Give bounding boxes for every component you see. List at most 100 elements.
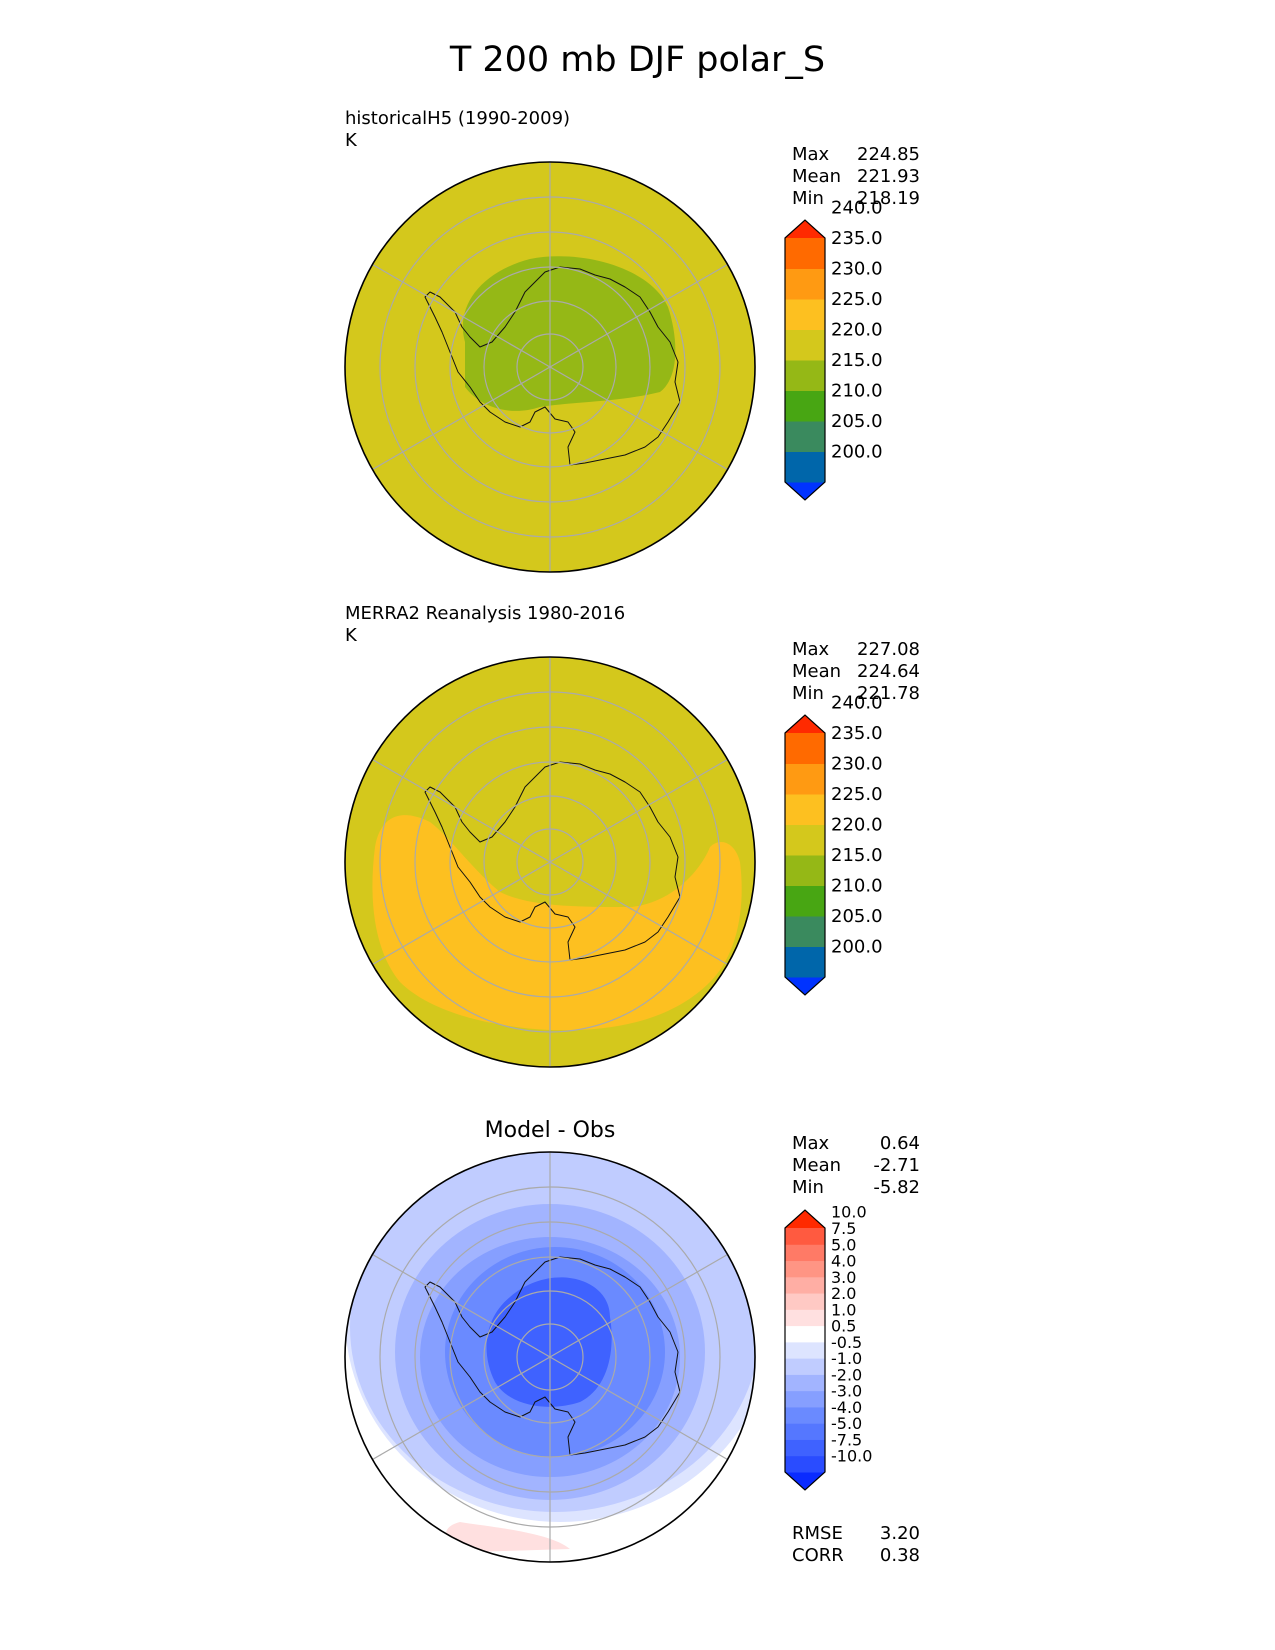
stat-label: Mean [792, 166, 842, 187]
colorbar-tick-label: 4.0 [831, 1252, 856, 1271]
lat-lon-grid [372, 162, 728, 572]
colorbar-segment [785, 763, 825, 795]
colorbar-tick-label: -2.0 [831, 1365, 862, 1384]
meridian-line [372, 1253, 551, 1358]
stat-label: Min [792, 1177, 824, 1198]
colorbar-segment [785, 733, 825, 764]
colorbar-segment [785, 1325, 825, 1343]
meridian-line [372, 758, 551, 863]
figure-title: T 200 mb DJF polar_S [449, 40, 826, 80]
panel1-case-name: historicalH5 (1990-2009) [345, 108, 571, 129]
colorbar-tick-label: 3.0 [831, 1268, 856, 1287]
colorbar-extend-max [785, 715, 825, 733]
colorbar-tick-label: 200.0 [831, 442, 883, 463]
stat-value: -2.71 [873, 1155, 920, 1176]
stat-label: Max [792, 1133, 830, 1154]
colorbar-segment [785, 1406, 825, 1424]
colorbar-tick-label: 205.0 [831, 411, 883, 432]
colorbar-tick-label: 10.0 [831, 1203, 867, 1222]
colorbar-tick-label: 7.5 [831, 1219, 856, 1238]
colorbar-segment [785, 946, 825, 978]
colorbar-tick-label: 2.0 [831, 1284, 856, 1303]
colorbar-tick-label: -5.0 [831, 1414, 862, 1433]
colorbar-tick-label: 240.0 [831, 693, 883, 714]
colorbar-extend-min [785, 1472, 825, 1490]
meridian-line [549, 263, 728, 368]
stat-label: Mean [792, 1155, 842, 1176]
colorbar-segment [785, 238, 825, 269]
meridian-line [372, 1356, 551, 1461]
panel2-units: K [345, 625, 357, 646]
colorbar-tick-label: 5.0 [831, 1235, 856, 1254]
panel2-colorbar: 200.0 205.0 210.0 215.0 220.0 225.0 230.0 235.0… [784, 693, 883, 996]
colorbar-tick-label: 235.0 [831, 723, 883, 744]
colorbar-tick-label: 1.0 [831, 1300, 856, 1319]
colorbar-tick-label: 220.0 [831, 815, 883, 836]
meridian-line [549, 1253, 728, 1358]
colorbar-tick-label: 200.0 [831, 937, 883, 958]
colorbar-extend-max [785, 220, 825, 238]
colorbar-segment [785, 299, 825, 330]
colorbar-segment [785, 451, 825, 483]
colorbar-tick-label: 230.0 [831, 754, 883, 775]
panel1-stats: Max 224.85 Mean 221.93 Min 218.19 [792, 144, 920, 210]
colorbar-tick-label: -4.0 [831, 1398, 862, 1417]
stat-value: 224.64 [857, 661, 920, 682]
map-boundary [344, 1151, 756, 1563]
colorbar-segment [785, 1244, 825, 1262]
colorbar-tick-label: 210.0 [831, 876, 883, 897]
panel1-label: historicalH5 (1990-2009) K [345, 108, 570, 152]
colorbar-tick-label: 0.5 [831, 1317, 856, 1336]
colorbar-tick-label: 205.0 [831, 906, 883, 927]
colorbar-segment [785, 824, 825, 856]
colorbar-segment [785, 885, 825, 917]
field-contour-plus0.5 [446, 1522, 570, 1552]
colorbar-tick-label: -3.0 [831, 1382, 862, 1401]
colorbar-segment [785, 360, 825, 391]
colorbar-segment [785, 268, 825, 300]
antarctica-coastline [424, 1256, 681, 1456]
meridian-line [549, 758, 728, 863]
panel2-case-name: MERRA2 Reanalysis 1980-2016 [345, 603, 626, 624]
colorbar-tick-label: 210.0 [831, 381, 883, 402]
meridian-line [549, 861, 728, 966]
colorbar-outline [784, 1209, 826, 1491]
lat-lon-grid [372, 657, 728, 1067]
colorbar-outline [784, 714, 826, 996]
colorbar-tick-label: 225.0 [831, 289, 883, 310]
colorbar-segment [785, 855, 825, 886]
panel3-title: Model - Obs [484, 1118, 616, 1143]
stat-label: Max [792, 144, 830, 165]
panel3-polar-map [344, 1151, 756, 1563]
colorbar-tick-label: 215.0 [831, 845, 883, 866]
panel1-units: K [345, 130, 357, 151]
stat-value: 224.85 [857, 144, 920, 165]
colorbar-tick-label: 240.0 [831, 198, 883, 219]
panel2-polar-map [344, 656, 756, 1068]
colorbar-segment [785, 1439, 825, 1457]
colorbar-segment [785, 421, 825, 452]
stat-value: 227.08 [857, 639, 920, 660]
meridian-line [372, 366, 551, 471]
coastline-path [424, 761, 681, 961]
colorbar-segment [785, 329, 825, 361]
stat-value: 0.64 [879, 1133, 920, 1154]
colorbar-tick-label: 230.0 [831, 259, 883, 280]
colorbar-outline [784, 219, 826, 501]
colorbar-segment [785, 1309, 825, 1327]
colorbar-segment [785, 1423, 825, 1440]
coastline-path [424, 266, 681, 466]
lat-lon-grid [372, 1152, 728, 1562]
field-contour-215-220 [462, 256, 676, 411]
stat-label: Max [792, 639, 830, 660]
panel3-error-stats: RMSE 3.20 CORR 0.38 [792, 1523, 920, 1567]
colorbar-tick-label: 225.0 [831, 784, 883, 805]
stat-value: -5.82 [873, 1177, 920, 1198]
panel3-stats: Max 0.64 Mean -2.71 Min -5.82 [792, 1133, 920, 1199]
stat-value: 218.19 [857, 188, 920, 209]
colorbar-segment [785, 794, 825, 825]
colorbar-extend-max [785, 1210, 825, 1228]
stat-label: Min [792, 188, 824, 209]
colorbar-segment [785, 1293, 825, 1310]
colorbar-segment [785, 1228, 825, 1245]
